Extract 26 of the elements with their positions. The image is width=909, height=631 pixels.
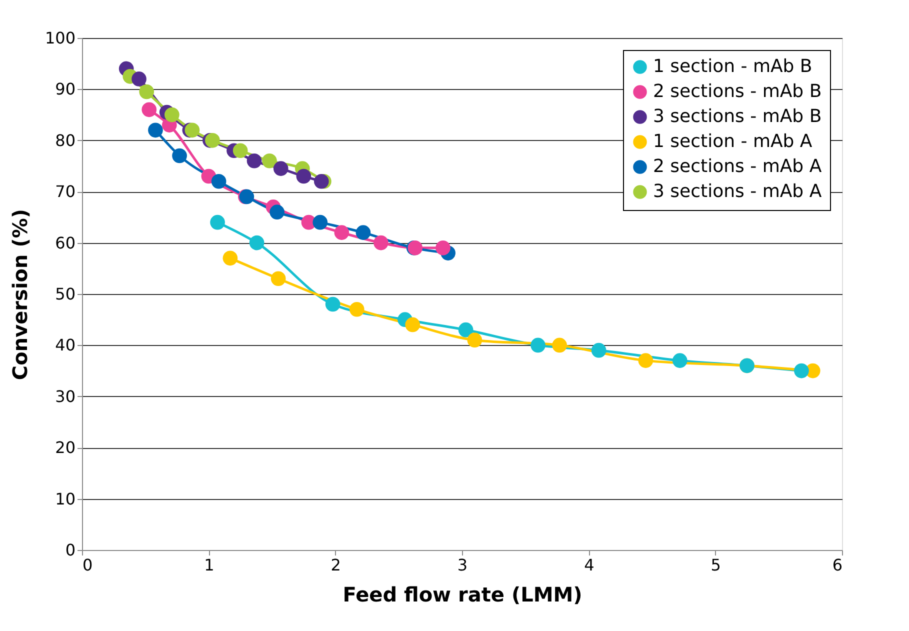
legend-label: 3 sections - mAb B [653,106,822,127]
x-tick-label: 2 [330,556,341,574]
legend-label: 3 sections - mAb A [653,181,822,202]
y-tick-label: 20 [55,438,76,458]
y-tick-label: 80 [55,130,76,150]
legend-label: 2 sections - mAb B [653,81,822,102]
y-tick-label: 30 [55,386,76,406]
y-tick-label: 10 [55,489,76,508]
x-tick-label: 0 [82,556,93,574]
y-tick-label: 60 [55,233,76,252]
x-tick-label: 1 [204,556,214,574]
legend-label: 1 section - mAb B [653,56,812,77]
legend-label: 2 sections - mAb A [653,156,822,177]
x-tick-label: 4 [584,556,594,574]
y-tick-label: 100 [44,28,76,48]
y-axis-title: Conversion (%) [8,208,32,380]
y-tick-label: 50 [55,284,76,304]
x-tick-label: 3 [457,556,468,574]
y-tick-label: 70 [55,182,76,202]
y-tick-label: 90 [55,80,76,99]
y-tick-label: 0 [65,540,76,560]
y-tick-label: 40 [55,336,76,355]
x-axis-title: Feed flow rate (LMM) [342,582,582,606]
legend-label: 1 section - mAb A [653,131,813,152]
x-tick-label: 5 [710,556,721,574]
x-tick-label: 6 [832,556,842,574]
